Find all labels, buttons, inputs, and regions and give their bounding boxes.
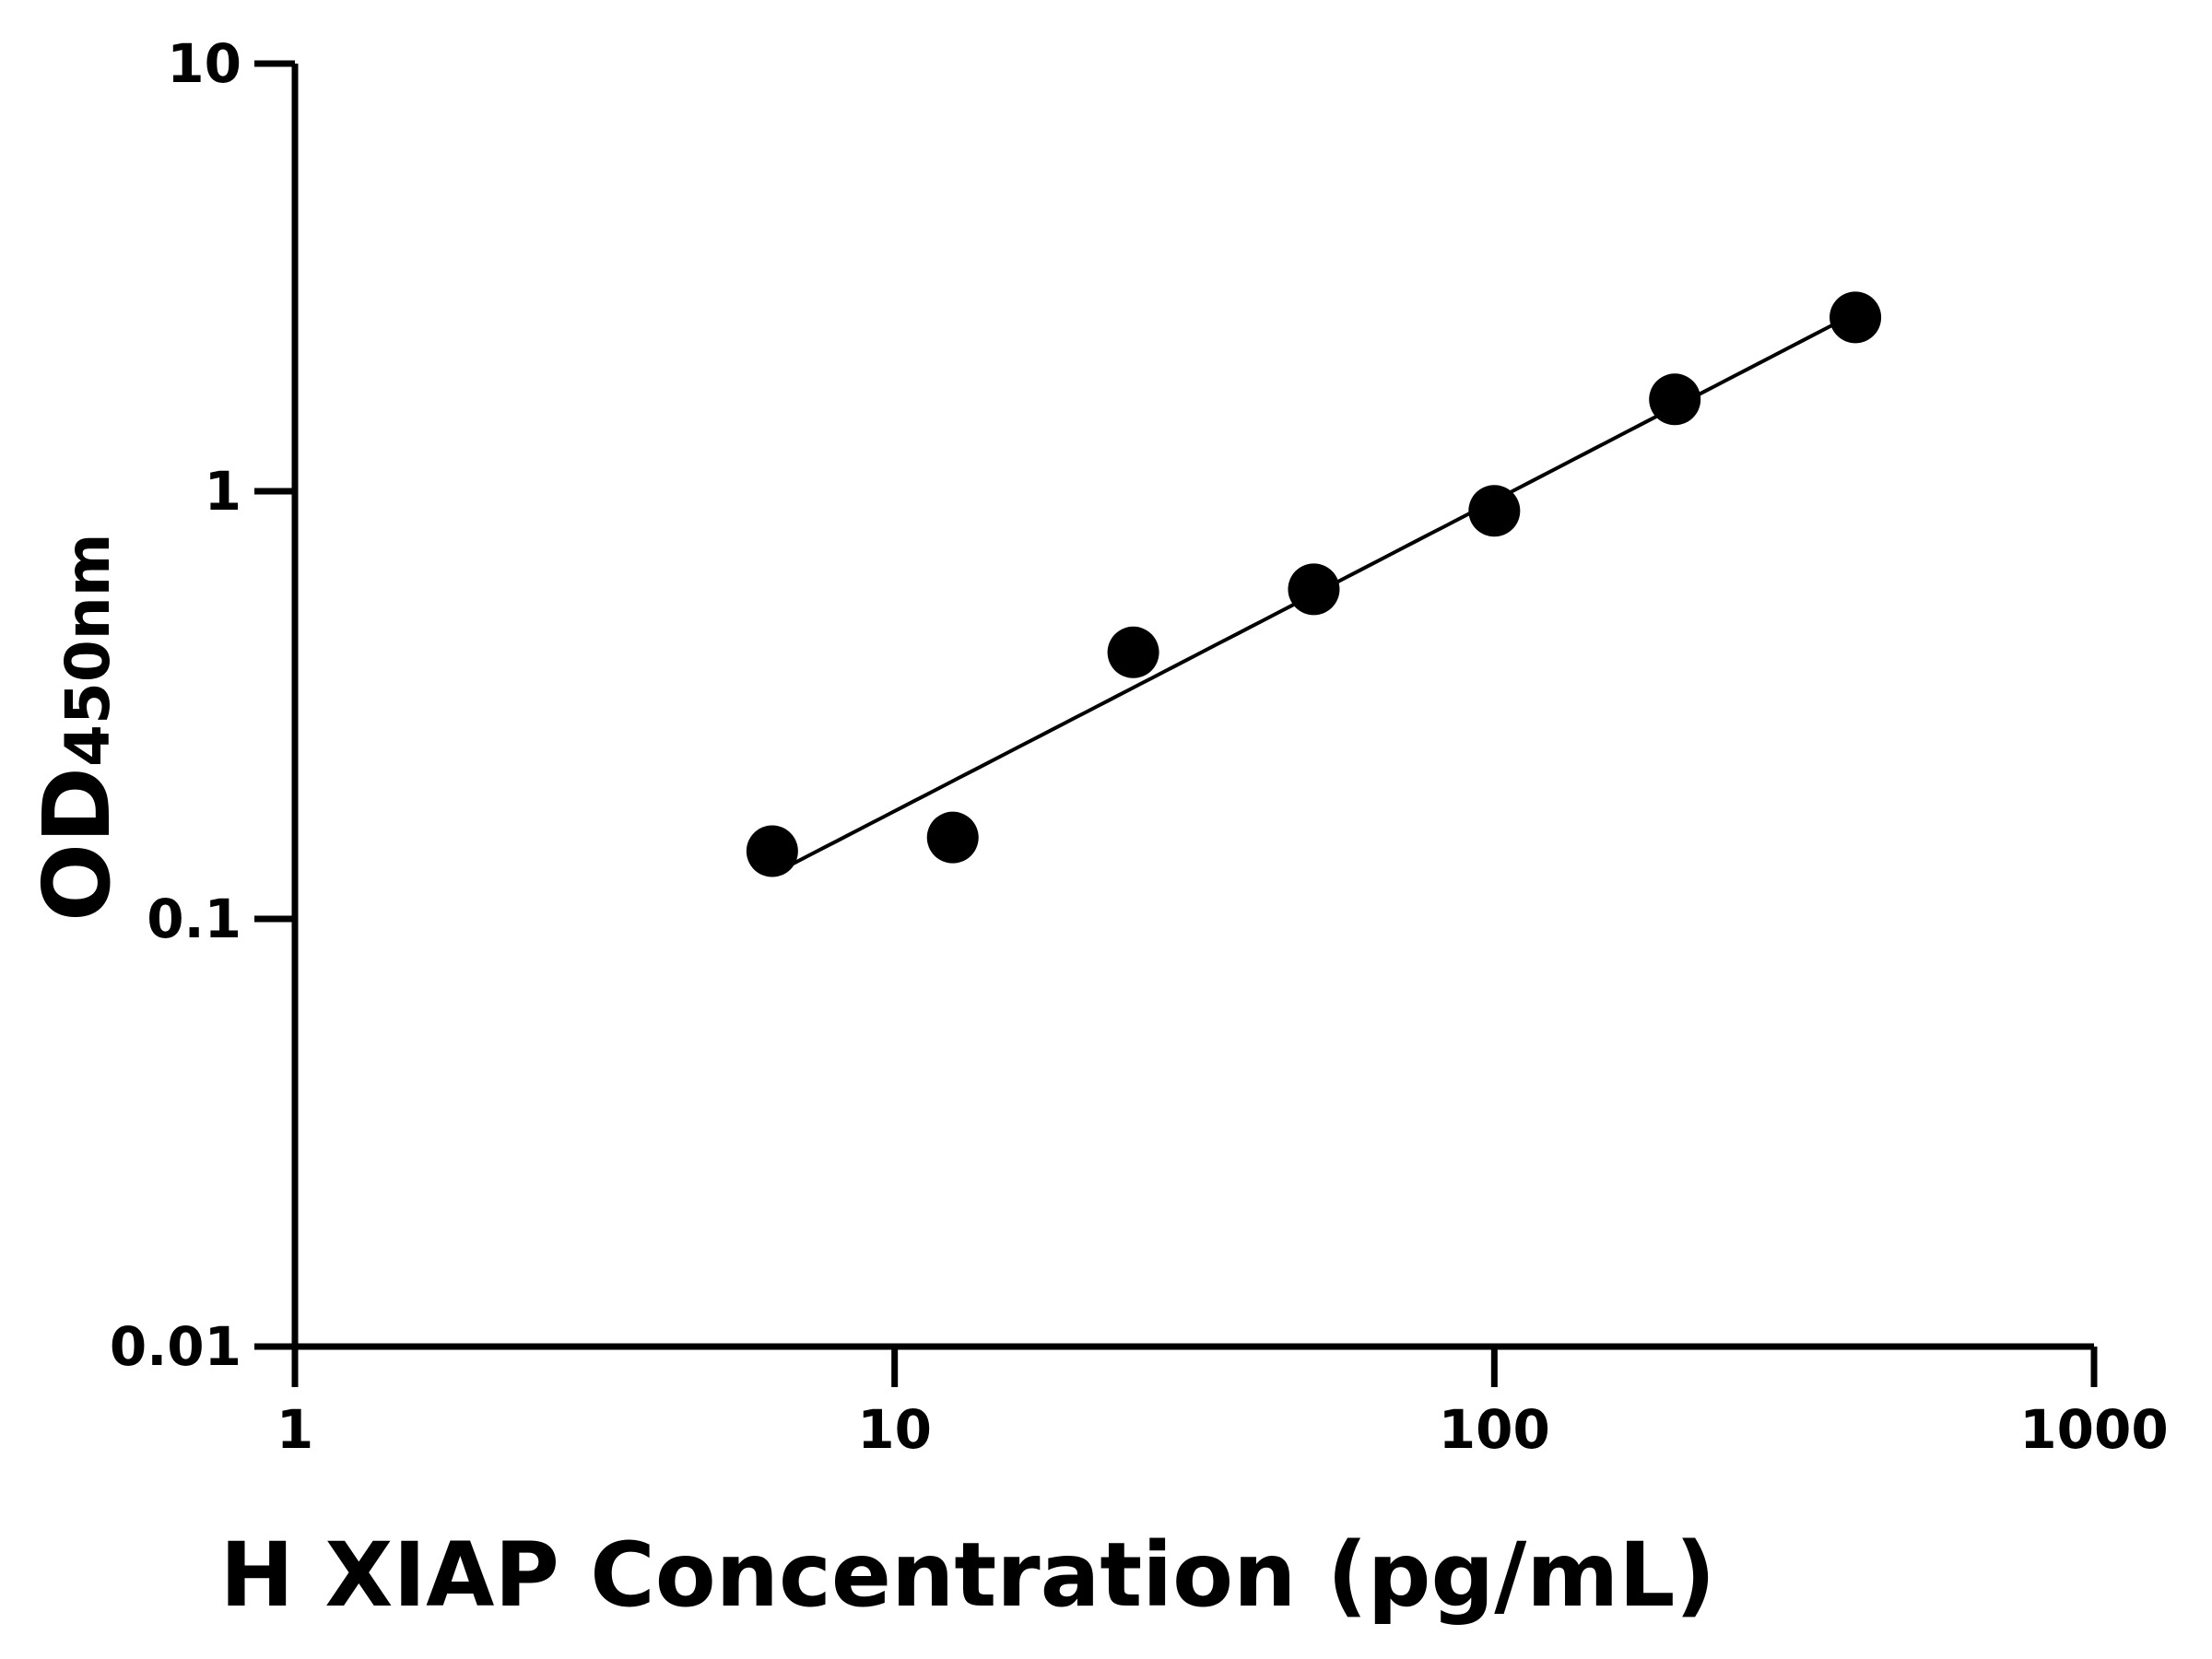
x-tick-label: 1000 — [2019, 1398, 2168, 1461]
y-axis-title: OD450nm — [23, 533, 131, 922]
x-tick-label: 100 — [1439, 1398, 1550, 1461]
data-point — [746, 825, 798, 877]
y-tick-label: 0.01 — [110, 1315, 241, 1378]
data-point — [1288, 563, 1340, 616]
data-point — [1649, 373, 1701, 426]
x-axis-title: H XIAP Concentration (pg/mL) — [220, 1524, 1716, 1627]
y-tick-label: 1 — [205, 460, 241, 523]
y-axis-title-sub: 450nm — [53, 533, 124, 767]
data-point — [1830, 291, 1882, 344]
data-point — [1107, 626, 1159, 678]
ticks: 1 10 100 1000 0.01 0.1 1 10 — [110, 32, 2169, 1461]
data-point — [1468, 485, 1521, 537]
x-tick-label: 10 — [857, 1398, 932, 1461]
y-tick-label: 10 — [167, 32, 241, 95]
data-points — [746, 291, 1882, 877]
y-axis-title-main: OD — [23, 767, 131, 922]
axes — [291, 64, 2094, 1350]
y-tick-label: 0.1 — [147, 888, 241, 950]
data-point — [926, 811, 979, 864]
x-tick-label: 1 — [276, 1398, 313, 1461]
